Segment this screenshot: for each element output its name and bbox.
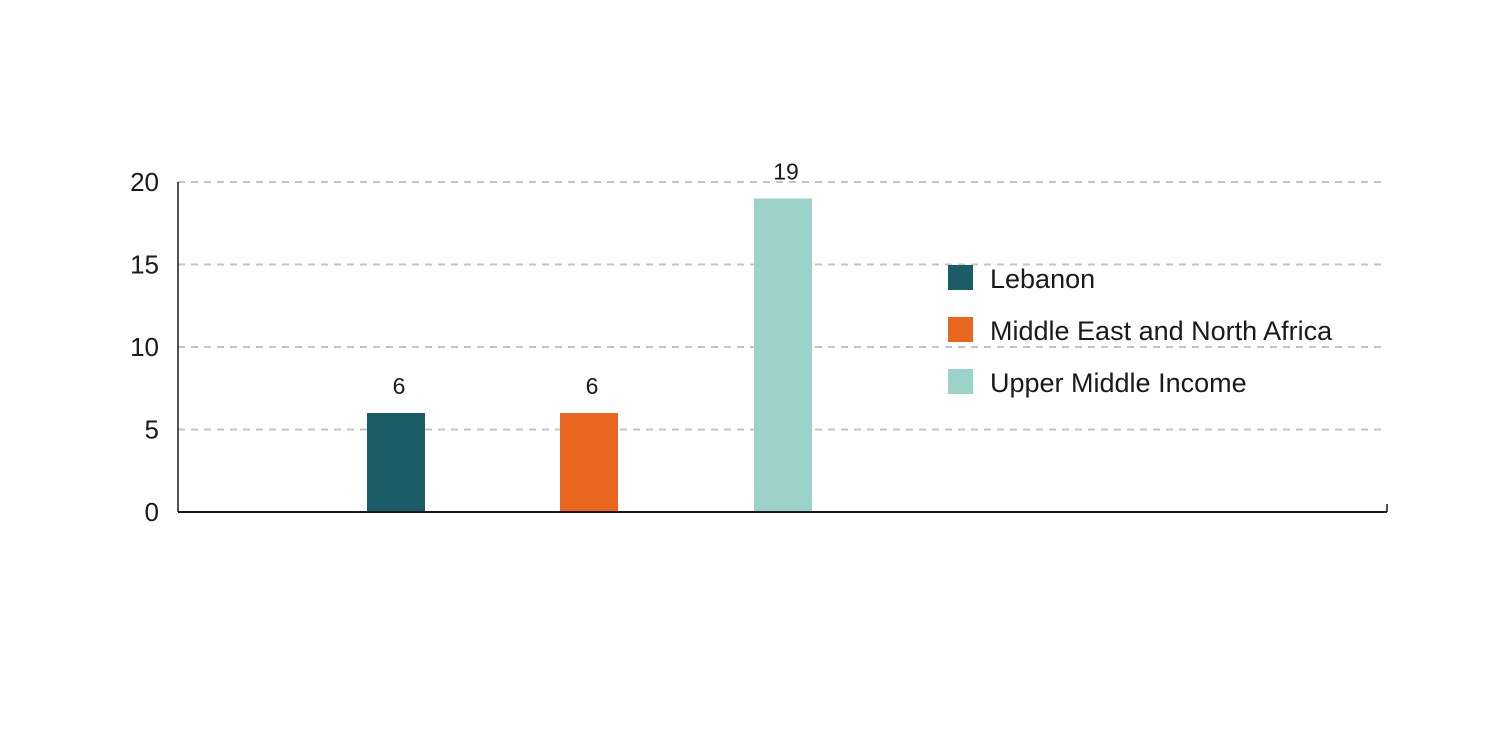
y-tick-label: 5 [145, 415, 159, 445]
bar-1 [560, 413, 618, 512]
legend-swatch [948, 369, 973, 394]
legend-label: Middle East and North Africa [990, 316, 1333, 346]
y-axis-ticks: 0 5 10 15 20 [130, 167, 159, 527]
data-label: 19 [773, 159, 799, 185]
data-labels: 6 6 19 [393, 159, 799, 400]
y-tick-label: 10 [130, 332, 159, 362]
y-tick-label: 0 [145, 497, 159, 527]
legend-label: Lebanon [990, 264, 1095, 294]
bars [367, 198, 812, 512]
legend-label: Upper Middle Income [990, 368, 1247, 398]
data-label: 6 [393, 373, 406, 399]
bar-2 [754, 198, 812, 512]
legend: Lebanon Middle East and North Africa Upper… [948, 264, 1333, 398]
axes [177, 182, 1388, 513]
y-tick-label: 20 [130, 167, 159, 197]
y-tick-label: 15 [130, 250, 159, 280]
legend-swatch [948, 317, 973, 342]
legend-swatch [948, 265, 973, 290]
data-label: 6 [586, 373, 599, 399]
bar-0 [367, 413, 425, 512]
